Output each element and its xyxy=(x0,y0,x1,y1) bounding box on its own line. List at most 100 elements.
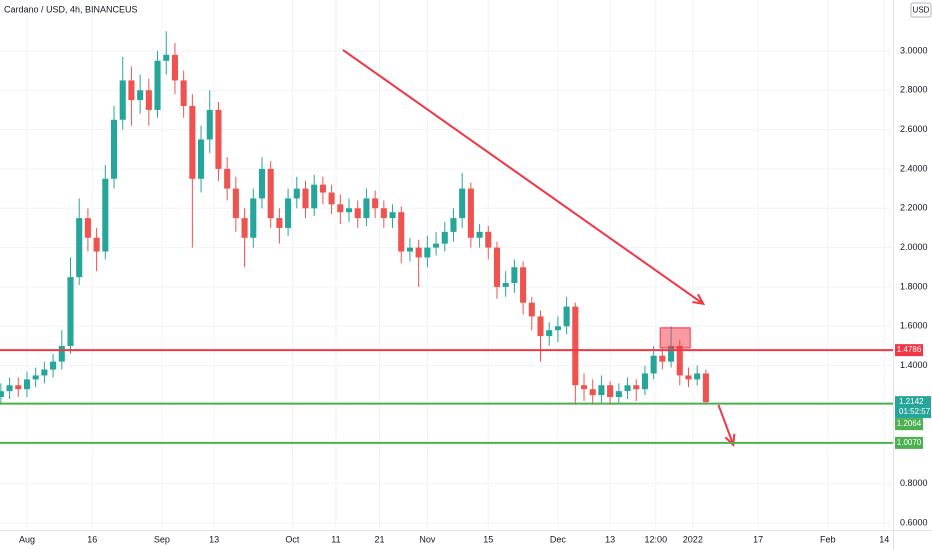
candle-body xyxy=(363,198,370,219)
candle-body xyxy=(607,385,614,398)
candle-body xyxy=(267,168,274,219)
arrow xyxy=(717,404,736,448)
currency-box xyxy=(910,2,932,18)
candle-body xyxy=(311,184,318,209)
candle-body xyxy=(293,188,300,199)
x-tick-label: 14 xyxy=(879,534,889,544)
plot-area xyxy=(0,31,893,448)
y-tick-label: 0.8000 xyxy=(900,478,928,488)
y-tick-label: 1.8000 xyxy=(900,281,928,291)
x-tick-label: 13 xyxy=(209,534,219,544)
candle-body xyxy=(102,178,109,252)
candle-body xyxy=(415,247,422,258)
candle-body xyxy=(137,90,144,101)
x-tick-label: Oct xyxy=(285,534,300,544)
candle-body xyxy=(424,247,431,258)
candle-body xyxy=(493,247,501,287)
candle-body xyxy=(128,80,135,101)
candle-body xyxy=(467,188,474,238)
candle-body xyxy=(171,54,178,81)
arrow xyxy=(342,49,706,306)
y-tick-label: 1.6000 xyxy=(900,321,928,331)
candle-body xyxy=(258,168,266,199)
candle-body xyxy=(154,60,161,110)
x-tick-label: Dec xyxy=(550,534,567,544)
x-tick-label: 2022 xyxy=(683,534,703,544)
y-tick-label: 2.0000 xyxy=(900,242,928,252)
x-tick-label: 21 xyxy=(374,534,384,544)
candle-body xyxy=(589,389,596,396)
candle-body xyxy=(189,106,196,179)
candle-body xyxy=(224,168,231,189)
candle-body xyxy=(76,218,83,278)
candle-body xyxy=(110,119,118,179)
candle-body xyxy=(250,198,257,238)
candle-body xyxy=(441,231,448,244)
zone xyxy=(659,327,691,349)
candle-body xyxy=(145,90,152,110)
candle-body xyxy=(554,326,561,331)
candle-body xyxy=(598,385,605,396)
last-price-label: 1.2142 xyxy=(899,397,924,406)
candle-body xyxy=(633,385,640,390)
currency-label: USD xyxy=(913,6,930,15)
candle-body xyxy=(345,208,353,213)
candle-body xyxy=(15,385,22,390)
candle-body xyxy=(337,204,344,213)
x-tick-label: 15 xyxy=(483,534,493,544)
candle-body xyxy=(694,373,701,380)
x-tick-label: 16 xyxy=(87,534,97,544)
candle-body xyxy=(389,212,396,219)
x-tick-label: 12:00 xyxy=(645,534,668,544)
candle-body xyxy=(23,379,31,390)
candle-body xyxy=(450,218,457,232)
candle-body xyxy=(624,385,631,392)
candle-body xyxy=(84,218,91,238)
candle-body xyxy=(276,218,283,228)
candle-body xyxy=(459,188,466,219)
x-tick-label: 11 xyxy=(331,534,340,544)
candle-body xyxy=(580,385,588,390)
candle-body xyxy=(702,373,709,403)
candle-body xyxy=(93,237,100,252)
candle-body xyxy=(32,375,39,380)
x-tick-label: Sep xyxy=(154,534,170,544)
candle-body xyxy=(676,345,683,376)
y-tick-label: 2.8000 xyxy=(900,85,928,95)
candle-body xyxy=(119,80,126,120)
candle-body xyxy=(41,369,48,376)
candle-body xyxy=(520,267,527,303)
candle-body xyxy=(163,54,170,61)
candle-body xyxy=(215,109,222,169)
candle-body xyxy=(50,361,57,370)
candle-body xyxy=(0,391,4,398)
candle-body xyxy=(180,80,187,106)
candle-body xyxy=(641,373,648,390)
x-tick-label: Nov xyxy=(419,534,436,544)
last-price-box xyxy=(895,396,931,419)
level-label: 1.2064 xyxy=(897,419,922,428)
candle-body xyxy=(685,375,692,380)
x-tick-label: Feb xyxy=(820,534,836,544)
y-tick-label: 1.4000 xyxy=(900,360,928,370)
level-label-box xyxy=(895,436,923,449)
level-label-box xyxy=(895,344,923,357)
candle-body xyxy=(406,247,413,252)
candle-body xyxy=(198,139,205,179)
y-tick-label: 2.2000 xyxy=(900,203,928,213)
level-label: 1.0070 xyxy=(897,438,922,447)
candle-body xyxy=(668,345,675,362)
candle-body xyxy=(285,198,292,228)
candle-body xyxy=(372,198,379,209)
candle-body xyxy=(502,282,509,287)
candle-body xyxy=(485,231,492,248)
candle-body xyxy=(528,302,535,317)
chart-title: Cardano / USD, 4h, BINANCEUS xyxy=(4,4,138,14)
x-tick-label: Aug xyxy=(19,534,35,544)
candle-body xyxy=(67,277,74,346)
candle-body xyxy=(241,218,248,238)
level-label-box xyxy=(895,418,923,431)
candle-body xyxy=(328,192,335,205)
